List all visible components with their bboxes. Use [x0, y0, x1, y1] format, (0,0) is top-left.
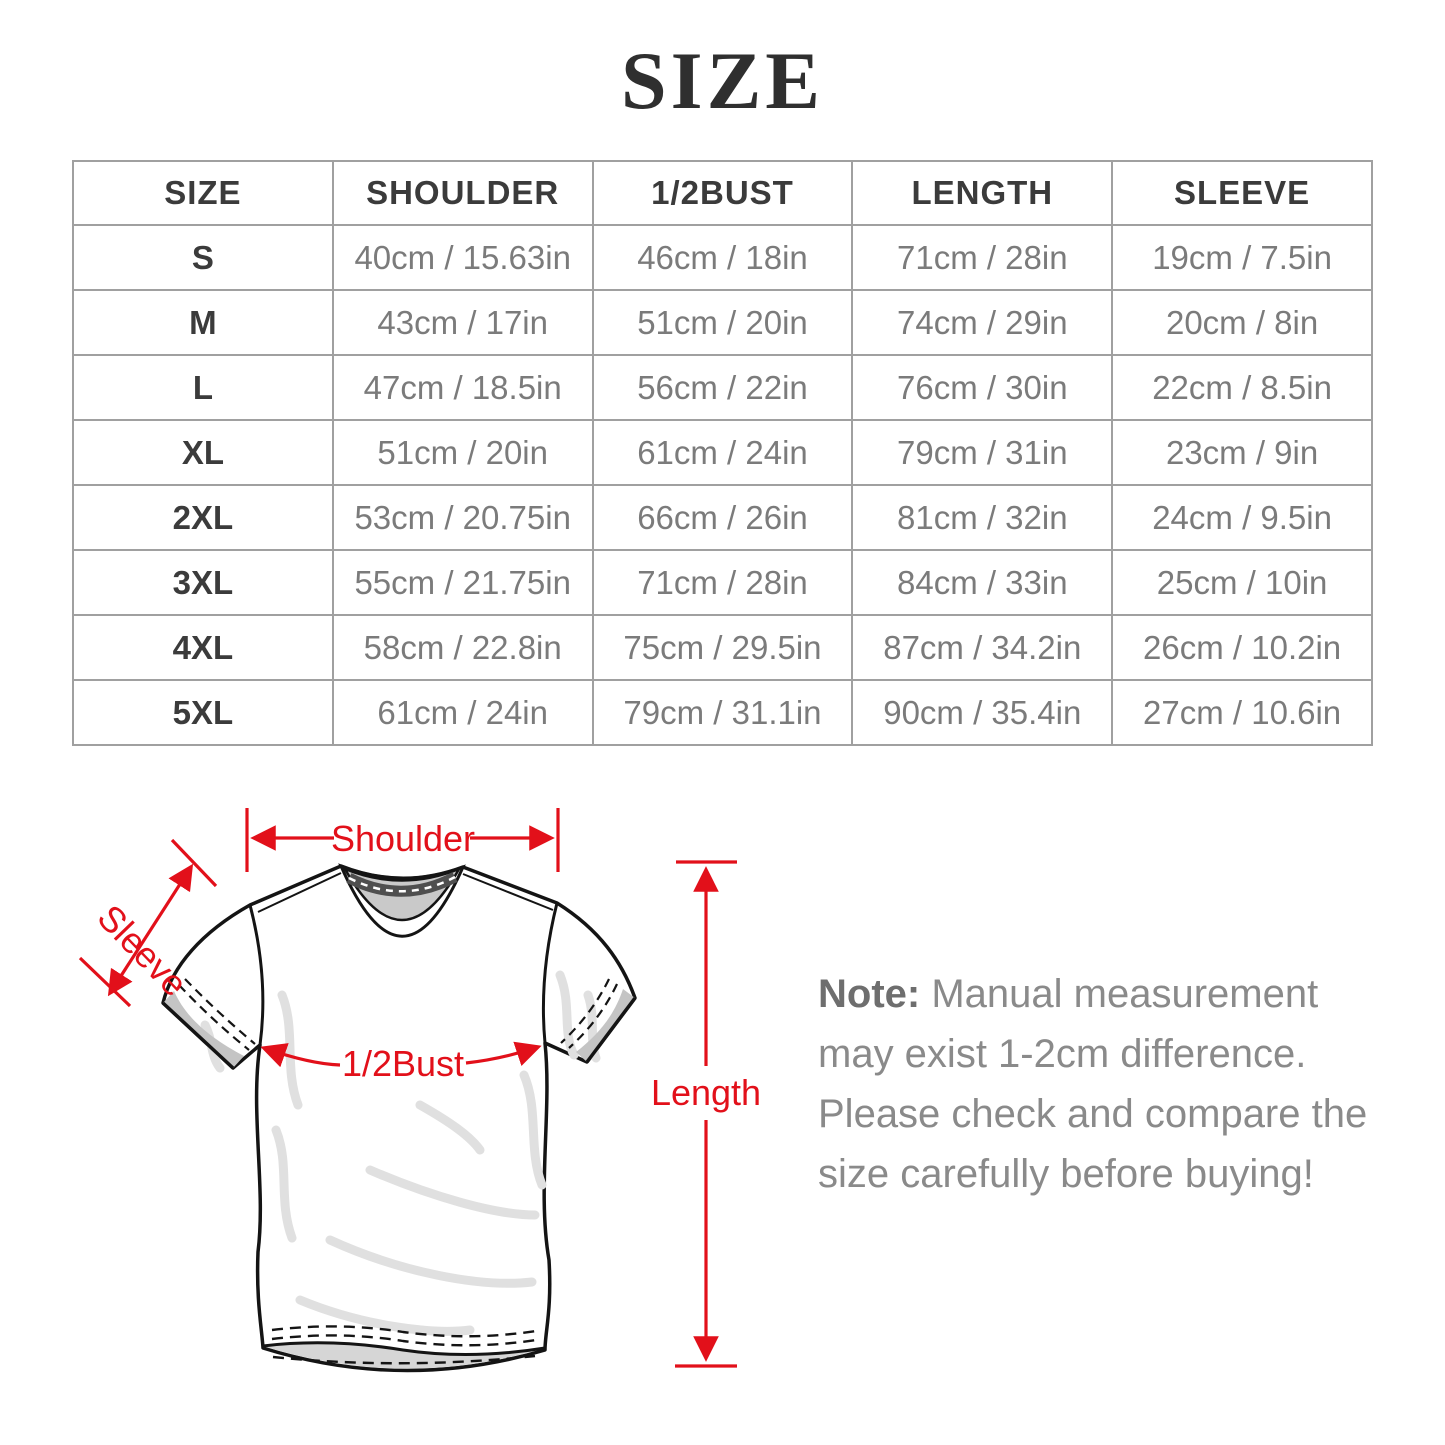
measurement-cell: 74cm / 29in	[851, 289, 1114, 356]
shoulder-arrow	[245, 808, 560, 872]
page-title: SIZE	[621, 35, 824, 126]
table-row: XL 51cm / 20in 61cm / 24in 79cm / 31in 23cm …	[72, 419, 1373, 486]
size-table: SIZE SHOULDER 1/2BUST LENGTH SLEEVE S 40cm / 1…	[72, 160, 1373, 746]
size-cell: XL	[72, 419, 334, 486]
size-cell: 3XL	[72, 549, 334, 616]
measurement-cell: 79cm / 31in	[851, 419, 1114, 486]
table-row: S 40cm / 15.63in 46cm / 18in 71cm / 28in 19c…	[72, 224, 1373, 291]
measurement-cell: 40cm / 15.63in	[331, 224, 594, 291]
measurement-cell: 51cm / 20in	[331, 419, 594, 486]
size-cell: 5XL	[72, 679, 334, 746]
measurement-cell: 56cm / 22in	[591, 354, 854, 421]
length-label: Length	[651, 1072, 761, 1113]
measurement-cell: 23cm / 9in	[1111, 419, 1373, 486]
table-row: 5XL 61cm / 24in 79cm / 31.1in 90cm / 35.4in…	[72, 679, 1373, 746]
measurement-cell: 58cm / 22.8in	[331, 614, 594, 681]
table-header-cell: SIZE	[72, 160, 334, 226]
size-cell: M	[72, 289, 334, 356]
measurement-cell: 81cm / 32in	[851, 484, 1114, 551]
measurement-cell: 43cm / 17in	[331, 289, 594, 356]
measurement-cell: 22cm / 8.5in	[1111, 354, 1373, 421]
table-header-cell: SHOULDER	[331, 160, 594, 226]
measurement-cell: 25cm / 10in	[1111, 549, 1373, 616]
measurement-cell: 46cm / 18in	[591, 224, 854, 291]
measurement-cell: 71cm / 28in	[851, 224, 1114, 291]
table-row: 3XL 55cm / 21.75in 71cm / 28in 84cm / 33in 2…	[72, 549, 1373, 616]
measurement-cell: 76cm / 30in	[851, 354, 1114, 421]
measurement-cell: 90cm / 35.4in	[851, 679, 1114, 746]
size-cell: 2XL	[72, 484, 334, 551]
measurement-cell: 24cm / 9.5in	[1111, 484, 1373, 551]
shoulder-label: Shoulder	[331, 818, 475, 859]
measurement-cell: 75cm / 29.5in	[591, 614, 854, 681]
table-header-cell: SLEEVE	[1111, 160, 1373, 226]
table-row: L 47cm / 18.5in 56cm / 22in 76cm / 30in 22cm…	[72, 354, 1373, 421]
measurement-cell: 19cm / 7.5in	[1111, 224, 1373, 291]
fabric-wrinkles	[200, 970, 601, 1336]
measurement-cell: 66cm / 26in	[591, 484, 854, 551]
table-row: 2XL 53cm / 20.75in 66cm / 26in 81cm / 32in 2…	[72, 484, 1373, 551]
note-body: Manual measurement may exist 1-2cm diffe…	[818, 972, 1368, 1196]
measurement-cell: 51cm / 20in	[591, 289, 854, 356]
size-cell: 4XL	[72, 614, 334, 681]
measurement-cell: 61cm / 24in	[591, 419, 854, 486]
measurement-cell: 26cm / 10.2in	[1111, 614, 1373, 681]
measurement-cell: 47cm / 18.5in	[331, 354, 594, 421]
sleeve-label: Sleeve	[90, 897, 196, 1005]
measurement-annotations	[78, 808, 737, 1368]
bust-label: 1/2Bust	[342, 1043, 464, 1084]
measurement-cell: 71cm / 28in	[591, 549, 854, 616]
table-row: M 43cm / 17in 51cm / 20in 74cm / 29in 20cm /…	[72, 289, 1373, 356]
measurement-cell: 87cm / 34.2in	[851, 614, 1114, 681]
measurement-cell: 61cm / 24in	[331, 679, 594, 746]
measurement-cell: 84cm / 33in	[851, 549, 1114, 616]
measurement-cell: 53cm / 20.75in	[331, 484, 594, 551]
measurement-cell: 27cm / 10.6in	[1111, 679, 1373, 746]
table-row: 4XL 58cm / 22.8in 75cm / 29.5in 87cm / 34.2…	[72, 614, 1373, 681]
size-cell: S	[72, 224, 334, 291]
measurement-cell: 55cm / 21.75in	[331, 549, 594, 616]
note-text: Note: Manual measurement may exist 1-2cm…	[818, 964, 1378, 1204]
measurement-cell: 20cm / 8in	[1111, 289, 1373, 356]
table-header-cell: LENGTH	[851, 160, 1114, 226]
tshirt-illustration	[161, 863, 637, 1373]
size-cell: L	[72, 354, 334, 421]
measurement-cell: 79cm / 31.1in	[591, 679, 854, 746]
bust-arrow	[260, 1041, 542, 1068]
sleeve-arrow	[78, 838, 218, 1008]
note-label: Note:	[818, 972, 921, 1016]
table-header-row: SIZE SHOULDER 1/2BUST LENGTH SLEEVE	[72, 160, 1373, 226]
table-header-cell: 1/2BUST	[591, 160, 854, 226]
length-arrow	[675, 860, 737, 1368]
